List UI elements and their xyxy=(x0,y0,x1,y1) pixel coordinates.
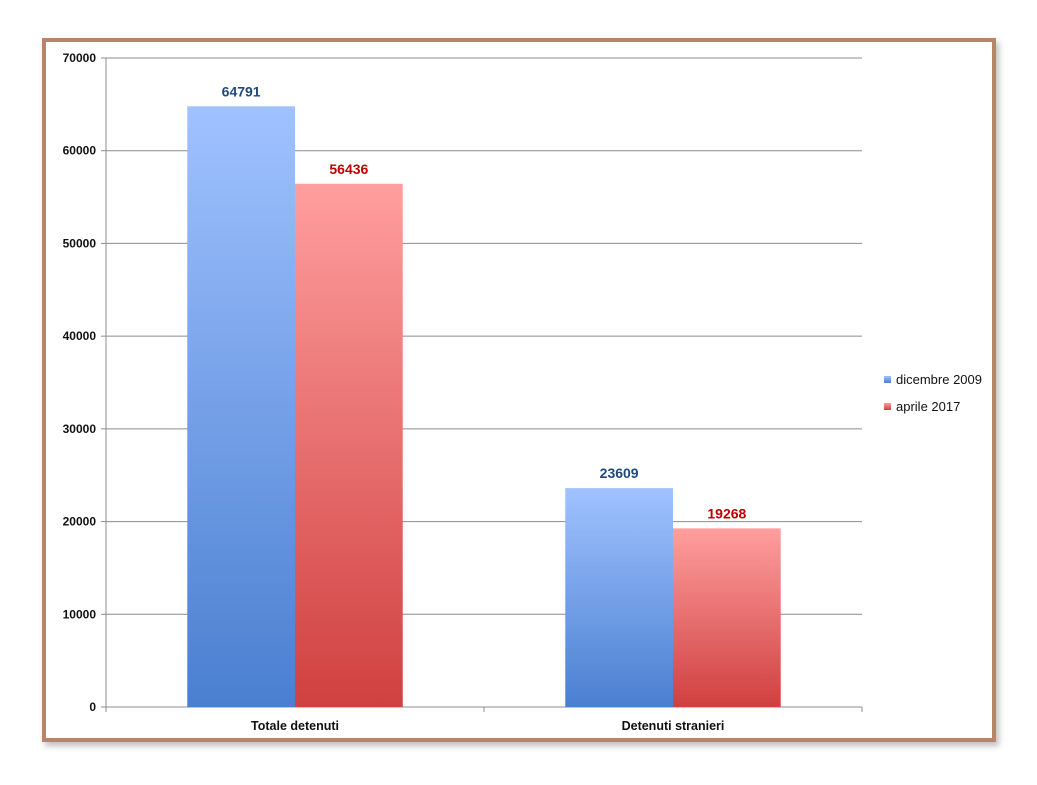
legend-swatch xyxy=(884,403,891,410)
x-category-label: Totale detenuti xyxy=(251,719,339,733)
data-label: 56436 xyxy=(329,161,368,177)
y-tick-label: 70000 xyxy=(63,51,97,65)
legend-label: aprile 2017 xyxy=(896,399,960,414)
y-tick-label: 20000 xyxy=(63,515,97,529)
data-labels: 64791 56436 23609 19268 xyxy=(222,83,747,521)
y-tick-label: 60000 xyxy=(63,144,97,158)
legend: dicembre 2009 aprile 2017 xyxy=(884,372,982,414)
bar xyxy=(187,106,295,708)
legend-swatch xyxy=(884,376,891,383)
y-tick-label: 0 xyxy=(89,700,96,714)
data-label: 23609 xyxy=(600,465,639,481)
y-tick-label: 40000 xyxy=(63,329,97,343)
legend-label: dicembre 2009 xyxy=(896,372,982,387)
data-label: 64791 xyxy=(222,83,261,99)
bar xyxy=(673,528,781,707)
x-category-label: Detenuti stranieri xyxy=(622,719,725,733)
y-tick-label: 50000 xyxy=(63,236,97,250)
data-label: 19268 xyxy=(707,505,746,521)
bar-chart: 0 10000 20000 30000 40000 50000 60000 70000 Tota… xyxy=(63,51,982,733)
y-tick-label: 30000 xyxy=(63,422,97,436)
chart-frame: 0 10000 20000 30000 40000 50000 60000 70000 Tota… xyxy=(42,38,996,742)
bar xyxy=(565,488,673,707)
y-tick-label: 10000 xyxy=(63,607,97,621)
bars xyxy=(187,106,781,708)
bar xyxy=(295,183,403,707)
